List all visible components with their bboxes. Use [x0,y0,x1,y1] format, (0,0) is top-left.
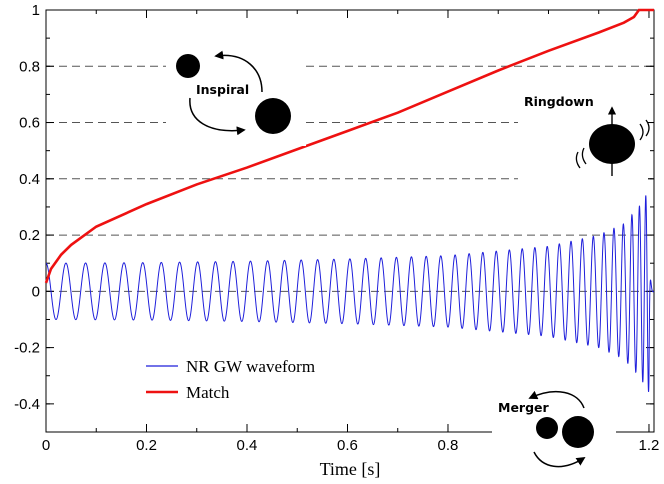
y-tick-label: 0.8 [19,58,40,75]
x-axis-title: Time [s] [320,459,381,479]
axis-ticks: -0.4 -0.2 0 0.2 0.4 0.6 0.8 1 0 0.2 0.4 0.6 0.8 1.2 [14,2,659,454]
merger-orbit-arrow-bottom [533,451,586,468]
ringdown-label: Ringdown [524,94,594,109]
merger-large-black-hole [562,416,594,448]
ringdown-wave-right-1 [639,123,644,141]
x-tick-label: 0.6 [337,437,358,454]
merger-orbit-arrow-top [528,390,585,409]
x-tick-label: 0.2 [136,437,157,454]
ringdown-wave-left-2 [575,151,581,169]
y-tick-label: 0.4 [19,171,40,188]
series-line-match [44,8,654,284]
y-tick-label: -0.2 [14,340,40,357]
y-tick-label: 0.6 [19,115,40,132]
y-tick-label: 0 [32,283,40,300]
ringdown-wave-right-2 [645,119,650,137]
inspiral-large-black-hole [255,98,291,134]
merger-annotation: Merger [492,378,616,470]
merger-small-black-hole [536,417,558,439]
x-tick-label: 0 [42,437,50,454]
merger-label: Merger [498,400,550,415]
series-line-nr-gw-waveform [45,195,655,392]
inspiral-orbit-arrow-bottom [189,97,246,136]
legend: NR GW waveform Match [146,357,315,402]
legend-label-nr-gw-waveform: NR GW waveform [186,357,315,376]
y-tick-label: 1 [32,2,40,19]
y-tick-label: -0.4 [14,396,40,413]
legend-label-match: Match [186,383,230,402]
x-tick-label: 0.8 [438,437,459,454]
inspiral-label: Inspiral [196,82,249,97]
inspiral-orbit-arrow-top [214,50,263,93]
ringdown-wave-left-1 [581,147,587,165]
ringdown-annotation: Ringdown [518,90,650,180]
x-tick-label: 1.2 [639,437,660,454]
inspiral-annotation: Inspiral [166,40,306,146]
plot-frame [45,9,655,433]
gridlines [46,65,654,292]
x-tick-label: 0.4 [237,437,258,454]
y-tick-label: 0.2 [19,227,40,244]
inspiral-small-black-hole [176,54,200,78]
